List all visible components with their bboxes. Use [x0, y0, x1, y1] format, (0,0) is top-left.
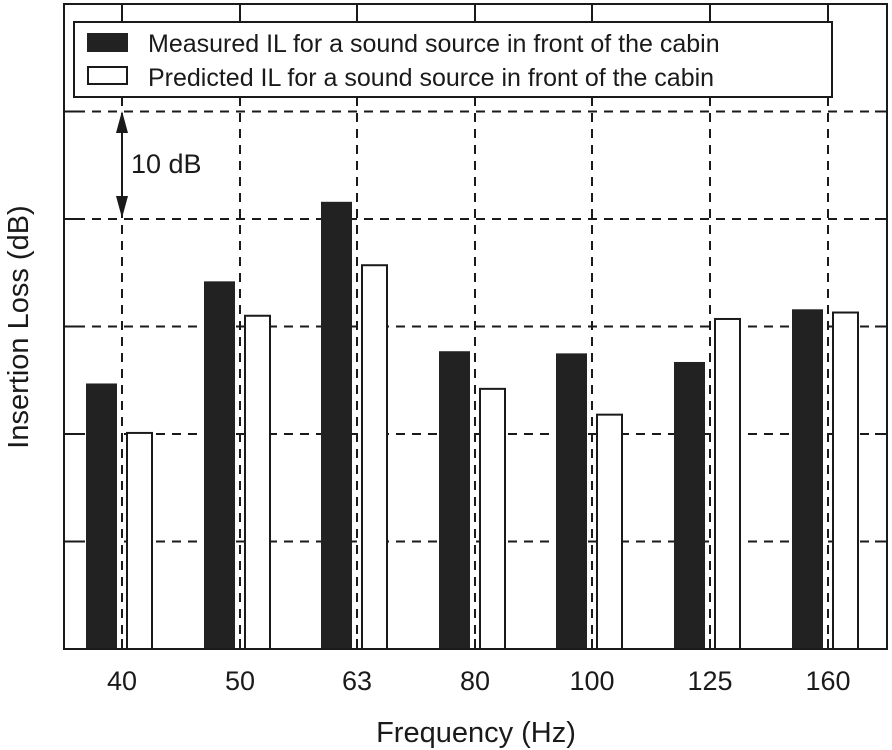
bar-measured-50	[204, 281, 235, 649]
legend: Measured IL for a sound source in front …	[73, 21, 833, 98]
bar-measured-80	[439, 351, 470, 649]
bar-predicted-63	[361, 264, 388, 650]
scale-annotation: 10 dB	[116, 111, 202, 218]
legend-label-measured: Measured IL for a sound source in front …	[148, 30, 720, 58]
x-tick-label-160: 160	[805, 666, 850, 696]
x-tick-label-50: 50	[225, 666, 255, 696]
bar-predicted-100	[596, 413, 623, 650]
bar-measured-160	[792, 309, 823, 649]
legend-label-predicted: Predicted IL for a sound source in front…	[148, 64, 714, 92]
arrow-up-icon	[116, 111, 128, 133]
x-axis-title: Frequency (Hz)	[376, 717, 576, 749]
x-tick-label-40: 40	[107, 666, 137, 696]
bar-predicted-50	[244, 314, 271, 650]
bar-measured-125	[674, 361, 705, 649]
bar-measured-100	[556, 353, 587, 649]
bar-predicted-80	[479, 387, 506, 650]
x-tick-label-80: 80	[460, 666, 490, 696]
scale-label: 10 dB	[131, 149, 202, 179]
legend-box	[73, 21, 833, 98]
bar-measured-40	[86, 383, 117, 649]
arrow-down-icon	[116, 196, 128, 218]
x-tick-label-125: 125	[687, 666, 732, 696]
plot-frame	[63, 3, 888, 650]
bar-measured-63	[321, 201, 352, 650]
legend-swatch-predicted	[87, 66, 128, 85]
bar-predicted-40	[126, 431, 153, 650]
bar-predicted-125	[714, 317, 741, 650]
x-tick-labels: 40 50 63 80 100 125 160	[107, 666, 851, 696]
y-axis-title: Insertion Loss (dB)	[3, 205, 35, 448]
legend-swatch-measured	[87, 33, 128, 52]
gridlines	[64, 4, 887, 649]
bar-predicted-160	[832, 311, 859, 650]
x-tick-label-63: 63	[342, 666, 372, 696]
x-tick-label-100: 100	[569, 666, 614, 696]
bars	[86, 201, 859, 650]
